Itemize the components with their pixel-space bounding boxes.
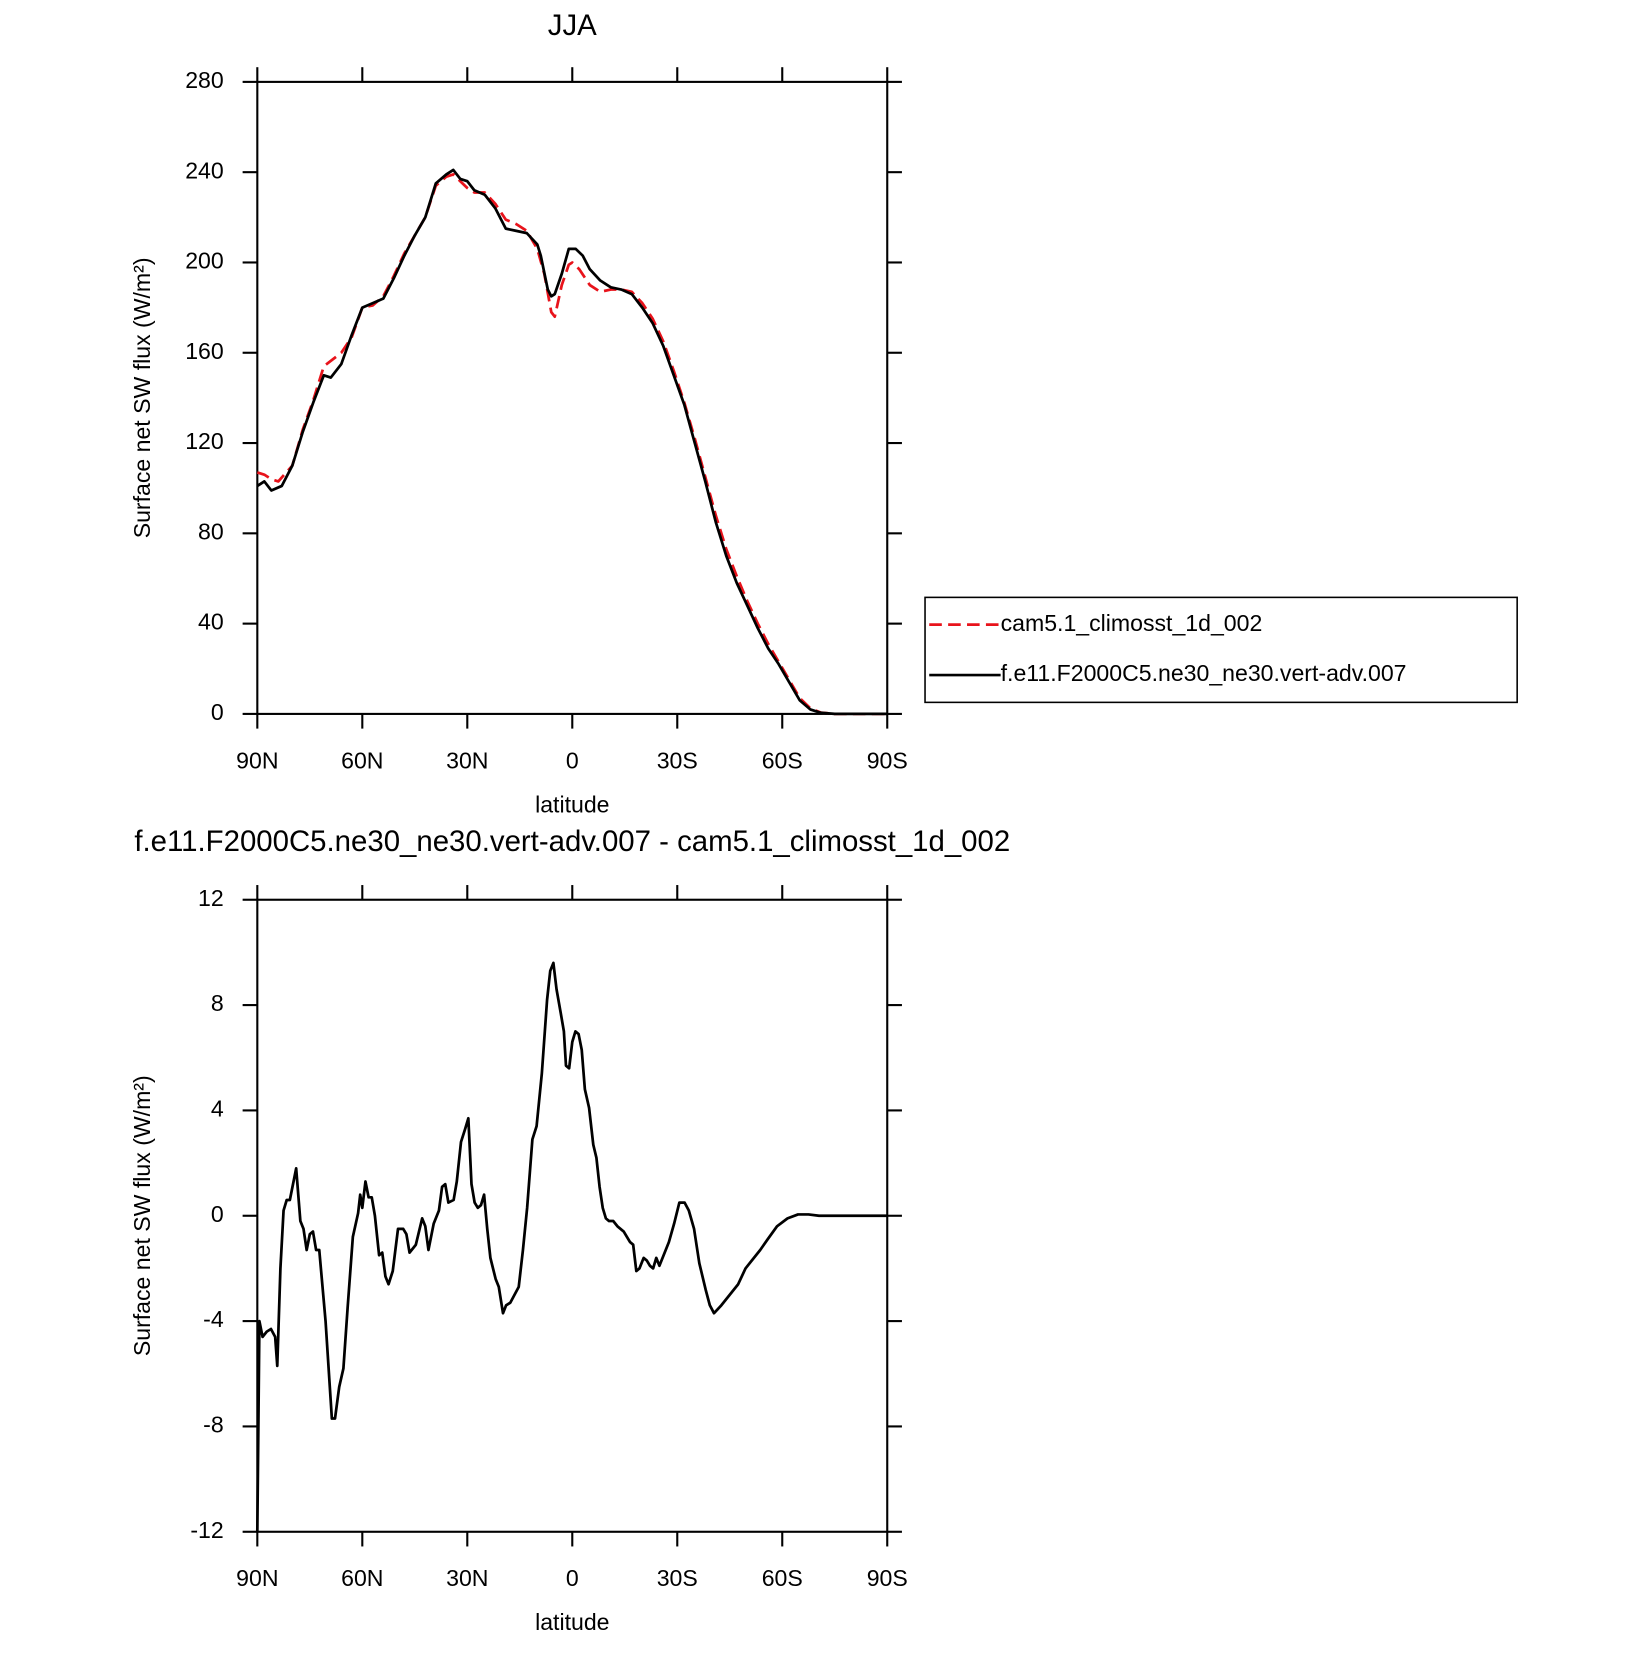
y-tick-label: 0 (211, 1201, 224, 1227)
x-tick-label: 60S (762, 747, 803, 773)
y-tick-label: -4 (203, 1306, 224, 1332)
y-tick-label: 0 (211, 699, 224, 725)
x-tick-label: 30N (446, 747, 488, 773)
chart-title: JJA (548, 9, 597, 42)
x-tick-label: 0 (566, 1565, 579, 1591)
y-tick-label: 8 (211, 990, 224, 1016)
y-axis-label: Surface net SW flux (W/m²) (129, 257, 155, 538)
y-tick-label: 240 (185, 157, 224, 183)
series-line (256, 168, 888, 716)
x-tick-label: 90S (867, 1565, 908, 1591)
x-tick-label: 60N (341, 1565, 383, 1591)
y-tick-label: -12 (190, 1517, 223, 1543)
series-line (256, 173, 888, 716)
x-tick-label: 60N (341, 747, 383, 773)
y-tick-label: 160 (185, 338, 224, 364)
y-tick-label: 120 (185, 428, 224, 454)
y-tick-label: -8 (203, 1412, 224, 1438)
series-line (255, 961, 888, 1532)
y-tick-label: 40 (198, 609, 224, 635)
x-tick-label: 30S (657, 747, 698, 773)
x-tick-label: 90N (236, 747, 278, 773)
y-tick-label: 80 (198, 518, 224, 544)
legend-label: f.e11.F2000C5.ne30_ne30.vert-adv.007 (1001, 660, 1407, 686)
x-axis-label: latitude (535, 1609, 609, 1635)
x-tick-label: 0 (566, 747, 579, 773)
x-tick-label: 30N (446, 1565, 488, 1591)
y-tick-label: 12 (198, 885, 224, 911)
y-tick-label: 4 (211, 1096, 224, 1122)
legend-label: cam5.1_climosst_1d_002 (1001, 610, 1263, 636)
x-tick-label: 90N (236, 1565, 278, 1591)
chart-title: f.e11.F2000C5.ne30_ne30.vert-adv.007 - c… (134, 825, 1010, 858)
y-tick-label: 200 (185, 248, 224, 274)
x-tick-label: 60S (762, 1565, 803, 1591)
x-axis-label: latitude (535, 791, 609, 817)
legend-box (924, 596, 1518, 704)
x-tick-label: 30S (657, 1565, 698, 1591)
x-tick-label: 90S (867, 747, 908, 773)
y-axis-label: Surface net SW flux (W/m²) (129, 1075, 155, 1356)
y-tick-label: 280 (185, 67, 224, 93)
plot-frame (256, 80, 889, 715)
